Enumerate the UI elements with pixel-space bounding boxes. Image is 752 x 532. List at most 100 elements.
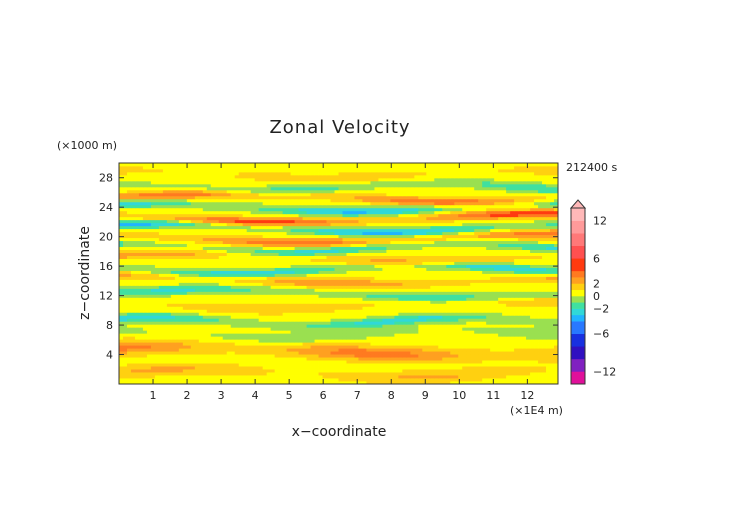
heatmap-cell: [238, 288, 244, 292]
heatmap-cell: [478, 258, 483, 262]
heatmap-cell: [282, 288, 288, 292]
heatmap-cell: [258, 294, 264, 298]
heatmap-cell: [246, 291, 252, 295]
heatmap-cell: [446, 378, 451, 382]
heatmap-cell: [282, 282, 288, 286]
heatmap-cell: [498, 306, 503, 310]
heatmap-cell: [258, 291, 264, 295]
heatmap-cell: [154, 306, 160, 310]
heatmap-cell: [522, 372, 527, 376]
heatmap-cell: [242, 294, 248, 298]
heatmap-cell: [302, 309, 307, 313]
heatmap-cell: [242, 267, 248, 271]
heatmap-cell: [186, 255, 192, 259]
heatmap-cell: [119, 285, 124, 289]
heatmap-cell: [374, 261, 379, 265]
heatmap-cell: [322, 339, 327, 343]
heatmap-cell: [338, 369, 343, 373]
heatmap-cell: [498, 288, 503, 292]
heatmap-cell: [450, 339, 455, 343]
heatmap-cell: [306, 357, 311, 361]
heatmap-cell: [378, 345, 383, 349]
heatmap-cell: [318, 273, 323, 277]
heatmap-cell: [250, 378, 256, 382]
heatmap-cell: [326, 318, 331, 322]
heatmap-cell: [202, 270, 208, 274]
heatmap-cell: [182, 375, 188, 379]
heatmap-cell: [494, 264, 499, 268]
heatmap-cell: [386, 315, 391, 319]
heatmap-cell: [278, 342, 284, 346]
heatmap-cell: [386, 291, 391, 295]
heatmap-cell: [426, 345, 431, 349]
heatmap-cell: [214, 261, 220, 265]
heatmap-cell: [430, 288, 435, 292]
heatmap-cell: [410, 276, 415, 280]
heatmap-cell: [262, 345, 268, 349]
heatmap-cell: [358, 264, 363, 268]
heatmap-cell: [166, 294, 172, 298]
heatmap-cell: [306, 309, 311, 313]
heatmap-cell: [514, 279, 519, 283]
heatmap-cell: [254, 369, 260, 373]
heatmap-cell: [198, 312, 204, 316]
heatmap-cell: [130, 381, 136, 385]
heatmap-cell: [370, 327, 375, 331]
heatmap-cell: [142, 363, 148, 367]
heatmap-cell: [390, 279, 395, 283]
heatmap-cell: [154, 276, 160, 280]
heatmap-cell: [422, 360, 427, 364]
heatmap-cell: [298, 312, 303, 316]
heatmap-cell: [306, 318, 311, 322]
heatmap-cell: [318, 279, 323, 283]
heatmap-cell: [442, 276, 447, 280]
heatmap-cell: [390, 273, 395, 277]
heatmap-cell: [550, 276, 555, 280]
heatmap-cell: [334, 279, 339, 283]
heatmap-cell: [350, 321, 355, 325]
heatmap-cell: [122, 258, 128, 262]
heatmap-cell: [478, 249, 483, 253]
heatmap-cell: [142, 300, 148, 304]
heatmap-cell: [322, 315, 327, 319]
heatmap-cell: [274, 315, 280, 319]
heatmap-cell: [330, 312, 335, 316]
heatmap-cell: [550, 258, 555, 262]
heatmap-cell: [406, 309, 411, 313]
heatmap-cell: [430, 354, 435, 358]
heatmap-cell: [358, 258, 363, 262]
heatmap-cell: [474, 276, 479, 280]
heatmap-cell: [466, 291, 471, 295]
heatmap-cell: [314, 288, 319, 292]
heatmap-cell: [354, 375, 359, 379]
heatmap-cell: [422, 309, 427, 313]
heatmap-cell: [466, 333, 471, 337]
heatmap-cell: [258, 363, 264, 367]
heatmap-cell: [182, 354, 188, 358]
heatmap-cell: [314, 306, 319, 310]
heatmap-cell: [162, 276, 168, 280]
heatmap-cell: [210, 366, 216, 370]
heatmap-cell: [438, 345, 443, 349]
heatmap-cell: [302, 354, 307, 358]
heatmap-cell: [130, 264, 136, 268]
heatmap-cell: [290, 312, 295, 316]
heatmap-cell: [434, 324, 439, 328]
heatmap-cell: [246, 363, 252, 367]
heatmap-cell: [510, 342, 515, 346]
heatmap-cell: [206, 249, 212, 253]
heatmap-cell: [186, 306, 192, 310]
heatmap-cell: [238, 261, 244, 265]
heatmap-cell: [374, 333, 379, 337]
heatmap-cell: [458, 306, 463, 310]
heatmap-cell: [390, 285, 395, 289]
heatmap-cell: [466, 309, 471, 313]
heatmap-cell: [134, 315, 140, 319]
heatmap-cell: [302, 318, 307, 322]
heatmap-cell: [350, 255, 355, 259]
heatmap-cell: [406, 366, 411, 370]
heatmap-cell: [502, 264, 507, 268]
heatmap-cell: [518, 381, 523, 385]
heatmap-cell: [166, 357, 172, 361]
heatmap-cell: [454, 354, 459, 358]
